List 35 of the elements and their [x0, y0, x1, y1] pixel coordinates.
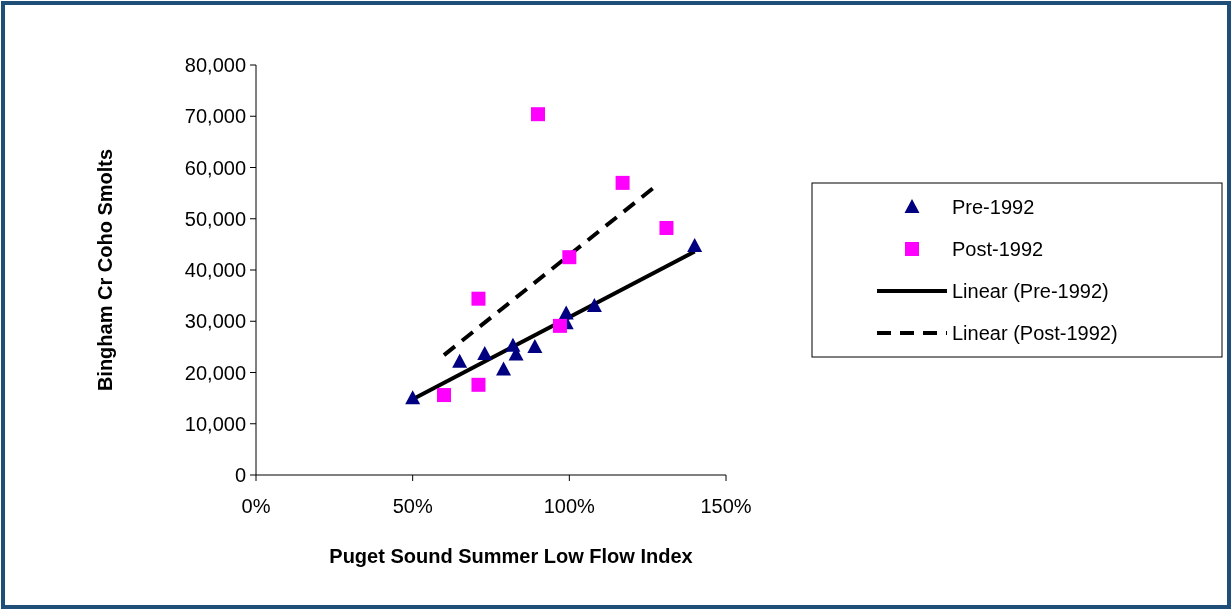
x-tick-label: 0%	[241, 495, 271, 517]
y-tick-label: 30,000	[184, 310, 246, 333]
x-tick-label: 100%	[543, 495, 596, 517]
y-tick-label: 0	[234, 464, 246, 486]
point	[558, 305, 574, 320]
x-axis-title: Puget Sound Summer Low Flow Index	[329, 545, 693, 567]
point	[471, 377, 486, 392]
point	[687, 237, 703, 252]
y-tick-label: 80,000	[184, 54, 246, 76]
point	[615, 175, 630, 190]
y-tick-label: 40,000	[184, 259, 246, 281]
point	[562, 250, 577, 265]
legend-label: Linear (Pre-1992)	[952, 280, 1109, 302]
x-tick-label: 150%	[700, 495, 752, 517]
x-tick-label: 50%	[392, 495, 433, 517]
legend-label: Linear (Post-1992)	[952, 322, 1118, 344]
point	[405, 390, 421, 405]
legend-label: Post-1992	[952, 238, 1044, 260]
y-tick-label: 50,000	[184, 207, 246, 230]
y-tick-label: 60,000	[184, 156, 246, 179]
point	[527, 338, 543, 353]
point	[452, 353, 468, 368]
point	[659, 220, 674, 235]
point	[586, 297, 602, 312]
y-axis-title: Bingham Cr Coho Smolts	[94, 148, 116, 392]
point	[531, 107, 545, 122]
point	[496, 361, 512, 376]
point	[471, 291, 486, 306]
point	[477, 346, 493, 361]
y-tick-label: 70,000	[184, 105, 246, 128]
point	[552, 318, 567, 333]
legend-label: Pre-1992	[952, 196, 1035, 218]
y-tick-label: 20,000	[184, 361, 246, 384]
y-tick-label: 10,000	[184, 412, 246, 435]
point	[437, 388, 451, 403]
